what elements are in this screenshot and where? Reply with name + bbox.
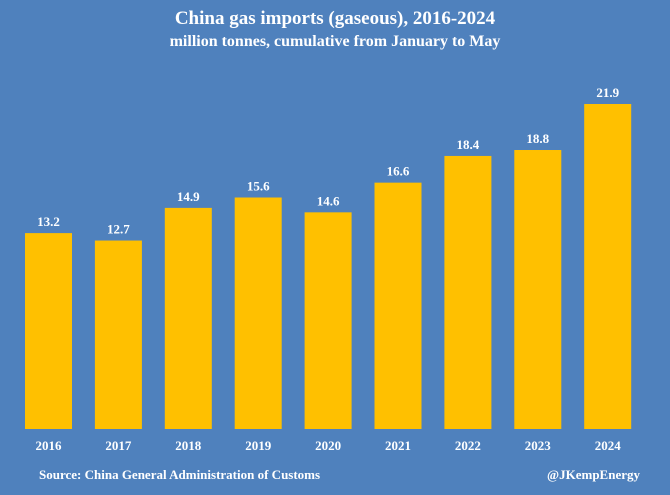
data-label-2024: 21.9 [596, 85, 619, 100]
bar-2023 [514, 150, 562, 429]
data-label-2017: 12.7 [107, 222, 130, 237]
x-tick-label-2017: 2017 [105, 438, 132, 453]
x-tick-label-2023: 2023 [525, 438, 552, 453]
data-label-2020: 14.6 [317, 193, 340, 208]
bar-2018 [164, 207, 212, 429]
bar-2020 [304, 212, 352, 429]
data-label-2019: 15.6 [247, 178, 270, 193]
x-tick-label-2021: 2021 [385, 438, 411, 453]
chart-subtitle: million tonnes, cumulative from January … [170, 33, 501, 50]
x-tick-label-2024: 2024 [595, 438, 622, 453]
bar-2022 [444, 155, 492, 429]
bars-group: 13.2 2016 12.7 2017 14.9 2018 15.6 2019 14.6 2020… [25, 85, 632, 453]
x-tick-label-2022: 2022 [455, 438, 481, 453]
chart-title: China gas imports (gaseous), 2016-2024 [175, 8, 496, 29]
data-label-2018: 14.9 [177, 189, 200, 204]
bar-2017 [94, 240, 142, 429]
credit-handle: @JKempEnergy [547, 467, 640, 482]
data-label-2021: 16.6 [387, 164, 410, 179]
bar-2024 [584, 104, 632, 429]
bar-2021 [374, 182, 422, 429]
x-tick-label-2019: 2019 [245, 438, 272, 453]
data-label-2023: 18.8 [526, 131, 549, 146]
bar-2016 [25, 233, 72, 429]
bar-2019 [234, 197, 282, 429]
x-tick-label-2016: 2016 [36, 438, 63, 453]
data-label-2016: 13.2 [37, 214, 60, 229]
x-tick-label-2018: 2018 [175, 438, 202, 453]
source-note: Source: China General Administration of … [39, 467, 320, 482]
data-label-2022: 18.4 [457, 137, 480, 152]
x-tick-label-2020: 2020 [315, 438, 341, 453]
